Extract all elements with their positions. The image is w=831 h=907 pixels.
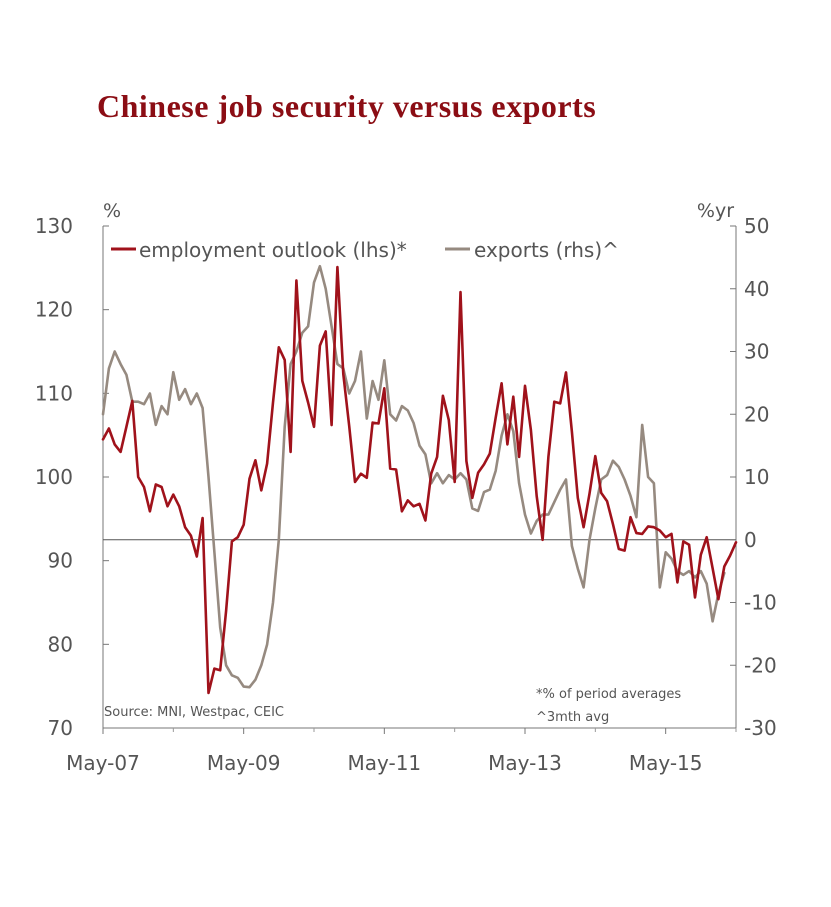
right-tick-label: 40 bbox=[744, 277, 769, 301]
right-tick-label: 20 bbox=[744, 402, 769, 426]
legend-label-exports: exports (rhs)^ bbox=[474, 238, 619, 262]
left-tick-label: 130 bbox=[35, 214, 73, 238]
left-tick-label: 110 bbox=[35, 381, 73, 405]
series-layer bbox=[101, 264, 738, 695]
axes-layer bbox=[102, 225, 737, 734]
labels-layer: 13012011010090807050403020100-10-20-30Ma… bbox=[35, 200, 777, 775]
x-tick-label: May-07 bbox=[66, 751, 140, 775]
right-tick-label: 30 bbox=[744, 340, 769, 364]
left-tick-label: 100 bbox=[35, 465, 73, 489]
x-tick-label: May-15 bbox=[629, 751, 703, 775]
footnote-period-averages: *% of period averages bbox=[536, 687, 681, 702]
footnote-3mth-avg: ^3mth avg bbox=[536, 710, 609, 725]
exports-line bbox=[101, 264, 726, 689]
left-tick-label: 120 bbox=[35, 298, 73, 322]
right-tick-label: 0 bbox=[744, 528, 757, 552]
right-tick-label: 50 bbox=[744, 214, 769, 238]
left-tick-label: 90 bbox=[48, 549, 73, 573]
right-tick-label: -20 bbox=[744, 653, 777, 677]
source-note: Source: MNI, Westpac, CEIC bbox=[104, 705, 284, 720]
employment-outlook-line bbox=[101, 265, 738, 695]
x-tick-label: May-09 bbox=[207, 751, 281, 775]
chart-title: Chinese job security versus exports bbox=[97, 88, 597, 124]
x-tick-label: May-11 bbox=[347, 751, 421, 775]
left-tick-label: 80 bbox=[48, 632, 73, 656]
x-tick-label: May-13 bbox=[488, 751, 562, 775]
right-axis-unit: %yr bbox=[697, 200, 734, 222]
legend-label-employment: employment outlook (lhs)* bbox=[139, 238, 407, 262]
left-tick-label: 70 bbox=[48, 716, 73, 740]
right-tick-label: 10 bbox=[744, 465, 769, 489]
left-axis-unit: % bbox=[103, 200, 121, 222]
right-tick-label: -10 bbox=[744, 591, 777, 615]
right-tick-label: -30 bbox=[744, 716, 777, 740]
